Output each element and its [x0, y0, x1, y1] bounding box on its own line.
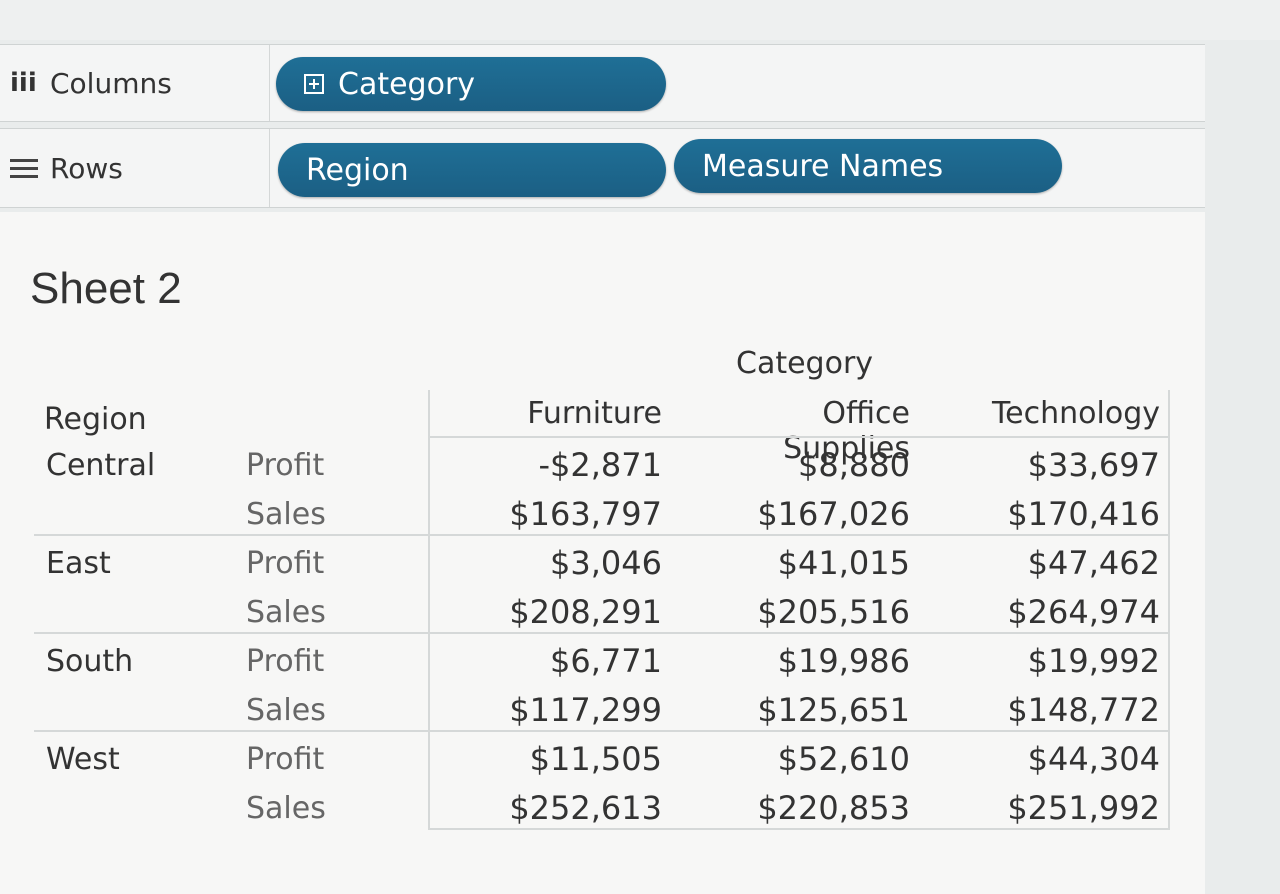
columns-shelf[interactable]: iii Columns Category: [0, 44, 1205, 122]
region-pill[interactable]: Region: [278, 143, 666, 197]
table-cell[interactable]: $251,992: [1007, 789, 1160, 827]
table-cell[interactable]: $52,610: [777, 740, 910, 778]
table-cell[interactable]: $125,651: [757, 691, 910, 729]
rows-shelf[interactable]: Rows Region Measure Names: [0, 128, 1205, 208]
table-cell[interactable]: $117,299: [509, 691, 662, 729]
table-cell[interactable]: $33,697: [1027, 446, 1160, 484]
column-header-furniture[interactable]: Furniture: [527, 396, 662, 431]
sheet-title: Sheet 2: [30, 264, 182, 313]
table-cell[interactable]: $252,613: [509, 789, 662, 827]
table-cell[interactable]: $8,880: [798, 446, 910, 484]
row-region-label[interactable]: Central: [46, 448, 156, 483]
measure-names-pill[interactable]: Measure Names: [674, 139, 1062, 193]
region-pill-label: Region: [306, 152, 409, 188]
rows-shelf-label: Rows: [10, 129, 270, 207]
rows-label-text: Rows: [50, 151, 123, 185]
top-band: [0, 0, 1280, 40]
table-cell[interactable]: -$2,871: [538, 446, 662, 484]
table-cell[interactable]: $167,026: [757, 495, 910, 533]
table-cell[interactable]: $220,853: [757, 789, 910, 827]
column-header-technology[interactable]: Technology: [991, 396, 1160, 431]
row-measure-label[interactable]: Sales: [246, 595, 326, 630]
table-cell[interactable]: $47,462: [1027, 544, 1160, 582]
divider: [34, 534, 1170, 536]
row-measure-label[interactable]: Sales: [246, 791, 326, 826]
row-region-label[interactable]: East: [46, 546, 111, 581]
divider: [34, 730, 1170, 732]
region-header[interactable]: Region: [44, 402, 147, 437]
row-measure-label[interactable]: Profit: [246, 546, 325, 581]
table-cell[interactable]: $148,772: [1007, 691, 1160, 729]
divider: [1168, 390, 1170, 830]
columns-shelf-label: iii Columns: [10, 45, 270, 121]
category-group-header[interactable]: Category: [736, 346, 874, 381]
table-cell[interactable]: $44,304: [1027, 740, 1160, 778]
row-measure-label[interactable]: Profit: [246, 644, 325, 679]
table-cell[interactable]: $19,992: [1027, 642, 1160, 680]
columns-label-text: Columns: [50, 66, 172, 100]
table-cell[interactable]: $19,986: [777, 642, 910, 680]
row-region-label[interactable]: South: [46, 644, 134, 679]
columns-icon: iii: [10, 68, 37, 98]
expand-plus-icon[interactable]: [304, 74, 324, 94]
table-cell[interactable]: $170,416: [1007, 495, 1160, 533]
row-measure-label[interactable]: Sales: [246, 693, 326, 728]
table-cell[interactable]: $11,505: [529, 740, 662, 778]
row-region-label[interactable]: West: [46, 742, 120, 777]
row-measure-label[interactable]: Profit: [246, 742, 325, 777]
row-measure-label[interactable]: Sales: [246, 497, 326, 532]
row-measure-label[interactable]: Profit: [246, 448, 325, 483]
table-cell[interactable]: $163,797: [509, 495, 662, 533]
table-cell[interactable]: $205,516: [757, 593, 910, 631]
divider: [34, 632, 1170, 634]
divider: [428, 828, 1170, 830]
category-pill[interactable]: Category: [276, 57, 666, 111]
divider: [428, 436, 1170, 438]
sheet-view: Sheet 2 Category Region Furniture Office…: [0, 212, 1205, 894]
divider: [428, 390, 430, 830]
category-pill-label: Category: [338, 66, 476, 102]
table-cell[interactable]: $208,291: [509, 593, 662, 631]
table-cell[interactable]: $41,015: [777, 544, 910, 582]
measure-names-pill-label: Measure Names: [702, 148, 944, 184]
table-cell[interactable]: $264,974: [1007, 593, 1160, 631]
table-cell[interactable]: $6,771: [550, 642, 662, 680]
rows-icon: [10, 154, 50, 183]
table-cell[interactable]: $3,046: [550, 544, 662, 582]
